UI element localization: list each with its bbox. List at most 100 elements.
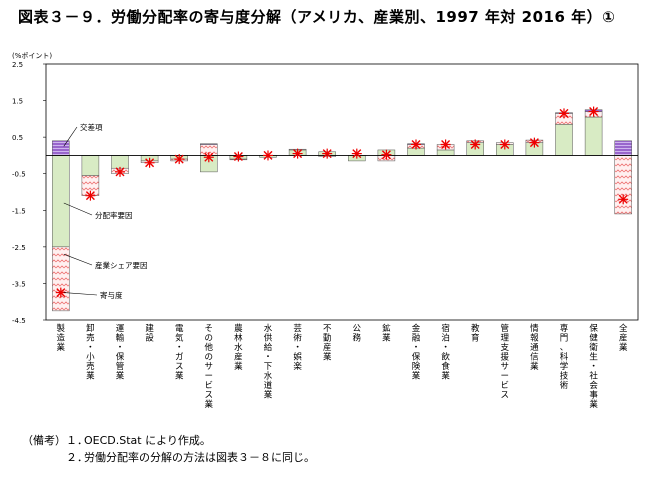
x-category-label-char: 保 — [589, 323, 598, 334]
x-category-label-char: 健 — [589, 333, 598, 344]
y-tick-label: 0.5 — [12, 134, 23, 142]
x-category-label-char: 輸 — [116, 333, 125, 344]
x-category-label-char: 運 — [116, 324, 125, 334]
x-category-label-char: 業 — [412, 371, 421, 382]
x-category-label-char: 産 — [323, 342, 332, 353]
y-tick-label: -3.5 — [12, 280, 26, 288]
contribution-callout: 寄与度 — [100, 290, 123, 300]
contribution-marker — [85, 190, 96, 201]
x-category-label-char: 科 — [560, 352, 569, 363]
contribution-marker — [618, 194, 629, 205]
x-category-label-char: 学 — [560, 361, 569, 372]
share-factor-callout-line — [63, 202, 93, 216]
x-category-label-char: ス — [205, 391, 214, 401]
x-category-label-char: ・ — [293, 343, 302, 353]
x-category-label-char: 専 — [560, 323, 569, 334]
notes-head: （備考） — [22, 434, 66, 447]
x-category-label-char: 信 — [530, 352, 539, 363]
cross-term-callout-line — [63, 126, 78, 147]
x-category-label-char: 技 — [560, 371, 569, 382]
x-category-label-char: 保 — [412, 352, 421, 363]
contribution-marker — [233, 151, 244, 162]
x-category-label-char: 援 — [501, 352, 510, 363]
industry-share-segment — [111, 155, 129, 169]
x-category-label-char: サ — [501, 362, 510, 372]
x-category-label-char: 管 — [116, 361, 125, 372]
x-category-label-char: 宿 — [441, 323, 450, 334]
x-category-label-char: 生 — [589, 352, 598, 363]
x-category-label-char: 業 — [57, 342, 66, 353]
x-category-label-char: 教 — [471, 323, 480, 334]
x-category-label-char: 道 — [264, 380, 273, 391]
x-category-label-char: ・ — [264, 353, 273, 363]
x-category-label-char: 報 — [530, 334, 539, 344]
x-category-label-char: 支 — [501, 342, 510, 353]
x-category-label-char: 業 — [530, 361, 539, 372]
cross-term-segment — [614, 140, 632, 156]
x-category-label-char: ス — [175, 362, 184, 372]
contribution-marker — [322, 148, 333, 159]
x-category-label-char: ・ — [86, 343, 95, 353]
contribution-marker — [470, 139, 481, 150]
x-category-label-char: 務 — [353, 333, 362, 344]
industry-share-callout: 産業シェア要因 — [95, 260, 148, 270]
x-category-label-char: 水 — [264, 323, 273, 334]
contribution-callout-line — [63, 292, 98, 296]
x-category-label-char: 通 — [530, 342, 539, 353]
contribution-marker — [203, 152, 214, 163]
x-category-label-char: 動 — [323, 333, 332, 344]
x-category-label-char: 業 — [234, 361, 243, 372]
x-category-label-char: 産 — [234, 352, 243, 363]
x-category-label-char: 他 — [205, 342, 214, 353]
x-category-label-char: 門 — [560, 334, 569, 344]
x-category-label-char: 供 — [264, 333, 273, 344]
industry-share-segment — [436, 149, 455, 156]
x-category-label-char: 全 — [619, 323, 628, 334]
x-category-label-char: 融 — [412, 333, 421, 344]
x-category-label-char: ー — [205, 372, 214, 382]
x-category-label-char: 売 — [86, 361, 95, 372]
x-category-label-char: 術 — [560, 380, 569, 391]
x-category-label-char: ビ — [501, 381, 510, 391]
x-category-label-char: 芸 — [293, 323, 302, 334]
cross-term-callout: 交差項 — [80, 122, 103, 132]
x-category-label-char: 業 — [589, 399, 598, 410]
contribution-marker — [529, 137, 540, 148]
x-category-label-char: 農 — [234, 323, 243, 334]
x-category-label-char: 、 — [560, 343, 569, 353]
contribution-marker — [440, 139, 451, 150]
x-category-label-char: 育 — [471, 333, 480, 344]
x-category-label-char: ・ — [441, 343, 450, 353]
x-category-label-char: 会 — [589, 380, 598, 391]
contribution-marker — [351, 148, 362, 159]
x-category-label-char: そ — [205, 324, 214, 334]
x-category-label-char: 建 — [145, 323, 154, 334]
y-tick-label: -4.5 — [12, 317, 26, 325]
x-category-label-char: 業 — [205, 399, 214, 410]
x-category-label-char: 管 — [501, 323, 510, 334]
x-category-label-char: 術 — [293, 333, 302, 344]
x-category-label-char: ガ — [175, 352, 184, 363]
x-category-label-char: ビ — [205, 381, 214, 391]
x-category-label-char: 業 — [441, 371, 450, 382]
x-category-label-char: 公 — [353, 324, 362, 334]
plot-frame — [45, 63, 639, 321]
cross-term-segment — [200, 143, 218, 145]
contribution-marker — [381, 149, 392, 160]
x-category-label-char: 産 — [619, 333, 628, 344]
x-category-label-char: の — [205, 334, 214, 344]
y-tick-label: -2.5 — [12, 244, 26, 252]
x-category-label-char: 業 — [116, 371, 125, 382]
x-category-label-char: 給 — [264, 342, 273, 353]
y-unit-label: (%ポイント) — [12, 52, 52, 60]
note-2-num: ２． — [66, 451, 88, 464]
x-category-label-char: 飲 — [441, 352, 450, 363]
chart-title: 図表３－９．労働分配率の寄与度分解（アメリカ、産業別、1997 年対 2016 … — [18, 8, 616, 26]
x-category-label-char: 卸 — [86, 323, 95, 334]
x-category-label-char: の — [205, 353, 214, 363]
notes: （備考） １． OECD.Stat により作成。 ２． 労働分配率の分解の方法は… — [22, 432, 315, 466]
y-tick-label: 2.5 — [12, 61, 23, 69]
x-category-label-char: 水 — [234, 342, 243, 353]
share-factor-segment — [614, 155, 632, 215]
x-category-label-char: 水 — [264, 371, 273, 382]
